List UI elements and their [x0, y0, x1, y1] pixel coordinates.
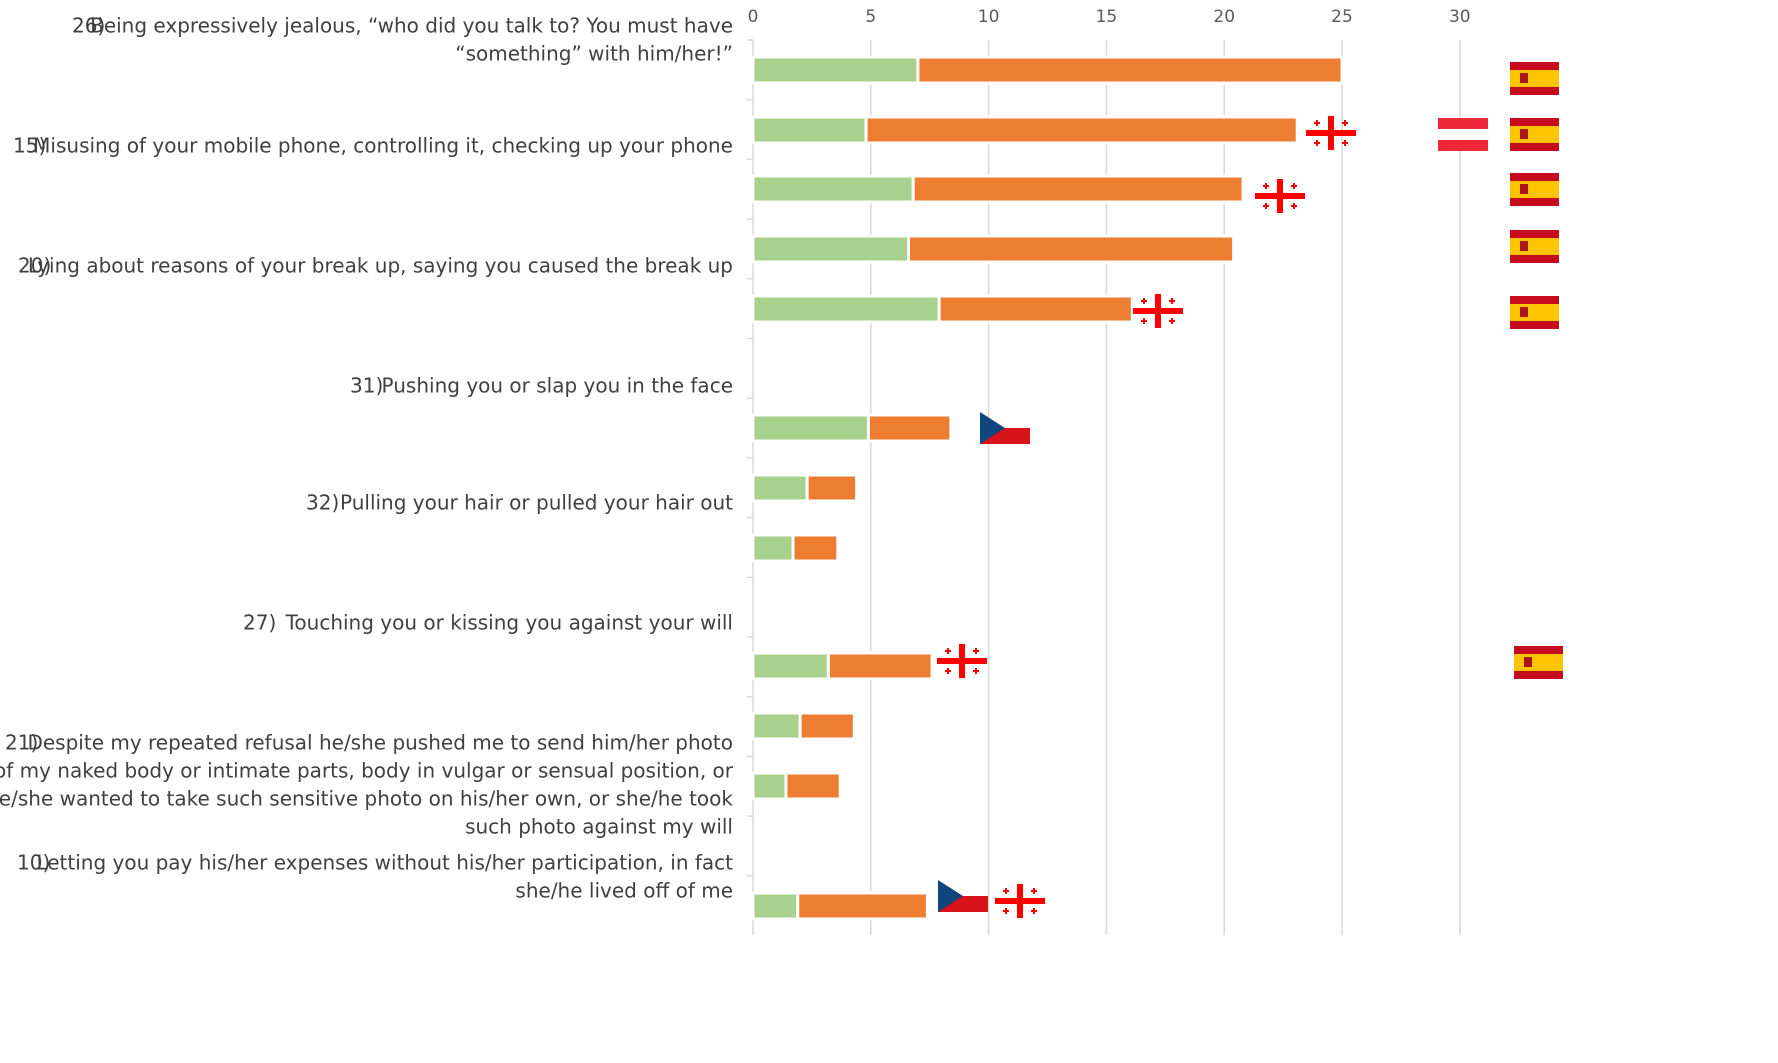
bar-segment	[864, 115, 1299, 145]
x-tick-label: 25	[1331, 7, 1353, 27]
bar-segment	[911, 174, 1245, 204]
label-text: she/he lived off of me	[515, 879, 733, 903]
label-number: 15)	[13, 134, 46, 158]
flag-georgia	[1277, 179, 1283, 213]
x-tick-label: 5	[865, 7, 876, 27]
bar-segment	[906, 234, 1236, 264]
flag-spain-emblem	[1520, 73, 1528, 83]
flag-georgia-small	[1033, 888, 1035, 894]
bar-segment	[916, 55, 1344, 85]
label-text: he/she wanted to take such sensitive pho…	[0, 787, 733, 811]
bar-segment	[866, 413, 953, 443]
bar-segment	[796, 891, 929, 921]
label-text: “something” with him/her!”	[455, 42, 733, 66]
label-number: 21)	[5, 731, 38, 755]
bar-segment	[751, 55, 920, 85]
flag-georgia	[959, 644, 965, 678]
label-number: 32)	[306, 491, 339, 515]
flag-georgia-small	[1265, 203, 1267, 209]
bar-segment	[791, 533, 840, 563]
x-tick-label: 15	[1096, 7, 1118, 27]
bar-segment	[798, 711, 856, 741]
flag-spain-emblem	[1520, 129, 1528, 139]
flag-georgia-small	[975, 648, 977, 654]
flag-spain-emblem	[1524, 657, 1532, 667]
flag-georgia-small	[1005, 888, 1007, 894]
bar-segment	[751, 234, 910, 264]
flag-georgia-small	[947, 668, 949, 674]
bar-segment	[826, 651, 934, 681]
flag-georgia-small	[1171, 298, 1173, 304]
bar-segment	[937, 294, 1134, 324]
flag-georgia	[1155, 294, 1161, 328]
bar-segment	[751, 651, 830, 681]
flag-spain-band	[1510, 126, 1559, 143]
bar-segment	[751, 533, 795, 563]
flag-georgia-small	[1293, 203, 1295, 209]
flag-georgia-small	[975, 668, 977, 674]
flag-spain-emblem	[1520, 307, 1528, 317]
flag-spain-band	[1510, 70, 1559, 87]
flag-spain-band	[1510, 304, 1559, 321]
x-tick-label: 10	[978, 7, 1000, 27]
flag-spain-band	[1510, 238, 1559, 255]
label-number: 20)	[18, 254, 51, 278]
bar-segment	[751, 891, 800, 921]
label-text: Misusing of your mobile phone, controlli…	[33, 134, 733, 158]
flag-spain-band	[1514, 654, 1563, 671]
bar-segment	[751, 711, 802, 741]
flag-spain-emblem	[1520, 184, 1528, 194]
label-text: of my naked body or intimate parts, body…	[0, 759, 734, 783]
flag-georgia-small	[1316, 120, 1318, 126]
label-text: Pulling your hair or pulled your hair ou…	[340, 491, 733, 515]
flag-georgia-small	[1316, 140, 1318, 146]
label-text: Pushing you or slap you in the face	[382, 374, 733, 398]
bar-segment	[751, 473, 809, 503]
flag-georgia-small	[1344, 140, 1346, 146]
x-tick-label: 0	[748, 7, 759, 27]
flag-georgia	[1328, 116, 1334, 150]
bar-segment	[751, 174, 915, 204]
label-text: Lying about reasons of your break up, sa…	[28, 254, 733, 278]
label-number: 31)	[350, 374, 383, 398]
flag-spain-emblem	[1520, 241, 1528, 251]
flag-georgia-small	[1293, 183, 1295, 189]
bar-segment	[805, 473, 859, 503]
flag-georgia-small	[1171, 318, 1173, 324]
label-text: Touching you or kissing you against your…	[285, 611, 733, 635]
flag-czech-triangle	[938, 880, 963, 912]
label-number: 27)	[243, 611, 276, 635]
label-text: Despite my repeated refusal he/she pushe…	[27, 731, 733, 755]
flag-georgia-small	[1005, 908, 1007, 914]
label-number: 10)	[17, 851, 50, 875]
flag-georgia-small	[1143, 298, 1145, 304]
label-text: such photo against my will	[465, 815, 733, 839]
flag-georgia-small	[1033, 908, 1035, 914]
bar-segment	[751, 771, 788, 801]
flag-georgia-small	[947, 648, 949, 654]
label-text: Being expressively jealous, “who did you…	[90, 14, 733, 38]
bar-segment	[751, 413, 870, 443]
flag-czech-triangle	[980, 412, 1005, 444]
x-tick-label: 20	[1213, 7, 1235, 27]
flag-georgia-small	[1265, 183, 1267, 189]
label-text: Letting you pay his/her expenses without…	[36, 851, 733, 875]
label-number: 26)	[72, 14, 105, 38]
flag-spain-band	[1510, 181, 1559, 198]
bar-segment	[751, 115, 868, 145]
flag-georgia	[1017, 884, 1023, 918]
flag-austria-band	[1438, 129, 1488, 140]
bar-segment	[751, 294, 941, 324]
flag-georgia-small	[1143, 318, 1145, 324]
bar-segment	[784, 771, 842, 801]
x-tick-label: 30	[1449, 7, 1471, 27]
flag-georgia-small	[1344, 120, 1346, 126]
